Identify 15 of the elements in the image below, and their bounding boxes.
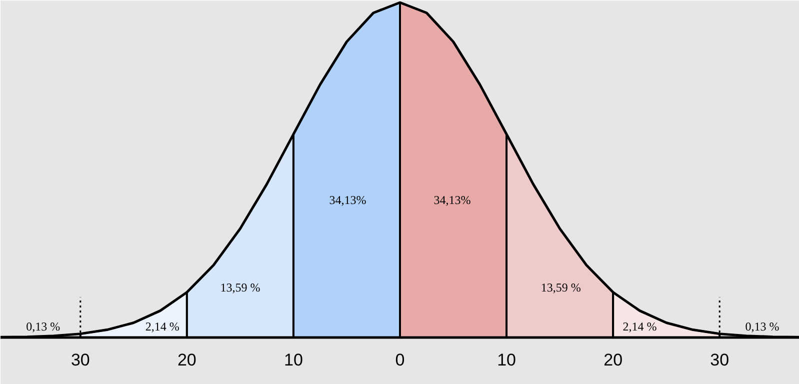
annotation: 13,59 % — [220, 280, 260, 294]
x-tick-label: 20 — [604, 350, 623, 370]
x-tick-label: 0 — [395, 350, 405, 370]
annotation: 2,14 % — [622, 319, 657, 334]
annotation: 34,13% — [329, 193, 366, 208]
annotation: 34,13% — [434, 193, 471, 208]
annotation: 0,13 % — [745, 319, 780, 334]
annotation: 13,59 % — [540, 280, 581, 294]
x-tick-label: 30 — [710, 350, 730, 370]
x-tick-label: 30 — [70, 350, 90, 370]
x-tick-label: 10 — [497, 350, 516, 370]
x-tick-label: 20 — [177, 350, 196, 370]
annotation: 2,14 % — [145, 319, 180, 334]
annotation: 0,13 % — [26, 319, 60, 334]
x-tick-label: 10 — [284, 350, 303, 370]
